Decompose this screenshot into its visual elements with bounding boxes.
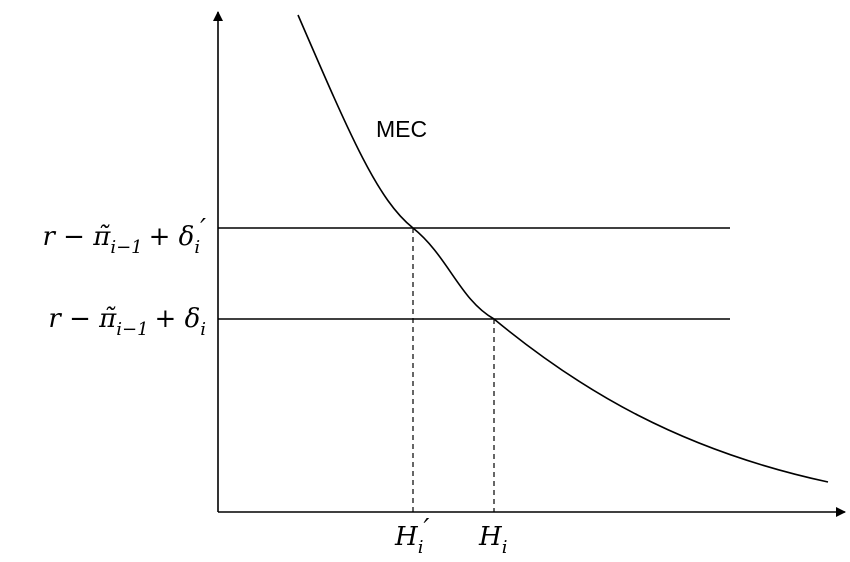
- label-sub: i: [502, 537, 508, 558]
- label-part: + δ: [149, 222, 195, 252]
- label-sub: i: [200, 319, 206, 340]
- label-part: r − π̃: [48, 304, 117, 334]
- y-label: r − π̃i−1 + δi: [48, 304, 206, 340]
- label-part: r − π̃: [42, 222, 111, 252]
- label-prime: ′: [200, 214, 206, 244]
- x-label: Hi: [478, 522, 507, 558]
- label-sub: i: [418, 537, 424, 558]
- label-part: H: [394, 522, 419, 552]
- label-prime: ′: [423, 514, 429, 544]
- mec-curve: [297, 14, 829, 483]
- y-label: r − π̃i−1 + δi′: [42, 214, 206, 258]
- label-sub: i−1: [110, 237, 142, 258]
- label-part: H: [478, 522, 503, 552]
- label-sub: i−1: [116, 319, 148, 340]
- x-label: Hi′: [394, 514, 429, 558]
- label-sub: i: [194, 237, 200, 258]
- label-part: + δ: [155, 304, 201, 334]
- curve-label: MEC: [376, 116, 427, 142]
